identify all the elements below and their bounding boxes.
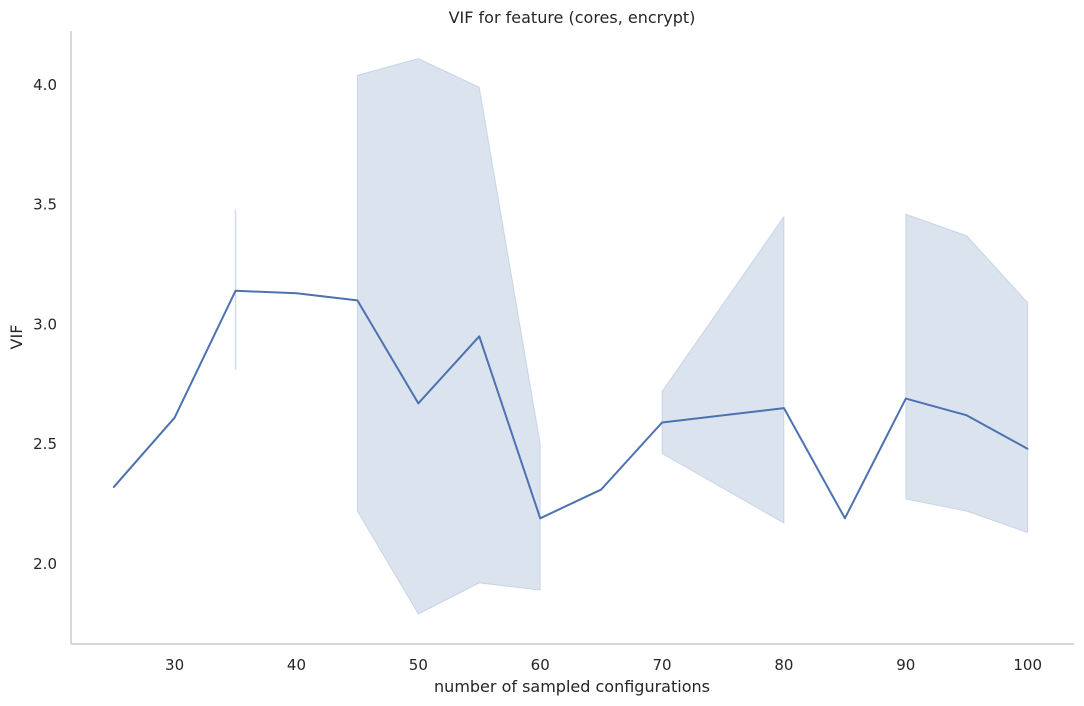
data-point xyxy=(417,402,420,405)
y-axis-label: VIF xyxy=(7,325,26,350)
chart-title: VIF for feature (cores, encrypt) xyxy=(449,8,696,27)
x-axis-label: number of sampled configurations xyxy=(434,677,710,696)
x-tick-label: 30 xyxy=(165,656,184,674)
x-tick-label: 60 xyxy=(531,656,550,674)
data-point xyxy=(173,416,176,419)
x-tick-label: 40 xyxy=(287,656,306,674)
data-point xyxy=(356,299,359,302)
confidence-band xyxy=(661,214,785,524)
data-point xyxy=(600,488,602,491)
data-point xyxy=(1026,448,1029,450)
x-tick-labels: 30 40 50 60 70 80 90 100 xyxy=(165,656,1042,674)
series-line xyxy=(112,289,1029,520)
data-point xyxy=(661,421,663,424)
y-tick-labels: 2.0 2.5 3.0 3.5 4.0 xyxy=(33,76,57,573)
data-lines xyxy=(112,289,1029,520)
x-tick-label: 50 xyxy=(409,656,428,674)
y-tick-label: 2.5 xyxy=(33,435,57,453)
x-tick-label: 70 xyxy=(653,656,672,674)
y-tick-label: 3.0 xyxy=(33,315,57,333)
confidence-band xyxy=(905,213,1029,534)
data-point xyxy=(905,397,907,400)
data-point xyxy=(844,517,846,520)
data-point xyxy=(783,407,785,409)
x-tick-label: 100 xyxy=(1013,656,1042,674)
data-point xyxy=(112,486,115,488)
x-tick-label: 80 xyxy=(774,656,793,674)
data-point xyxy=(234,290,237,292)
confidence-bands xyxy=(234,58,1029,615)
data-point xyxy=(478,335,481,338)
data-point xyxy=(539,517,542,520)
data-point xyxy=(295,292,298,295)
data-point xyxy=(965,414,968,417)
y-tick-label: 4.0 xyxy=(33,76,57,94)
confidence-band xyxy=(356,58,541,615)
y-tick-label: 3.5 xyxy=(33,196,57,214)
y-tick-label: 2.0 xyxy=(33,555,57,573)
x-tick-label: 90 xyxy=(896,656,915,674)
